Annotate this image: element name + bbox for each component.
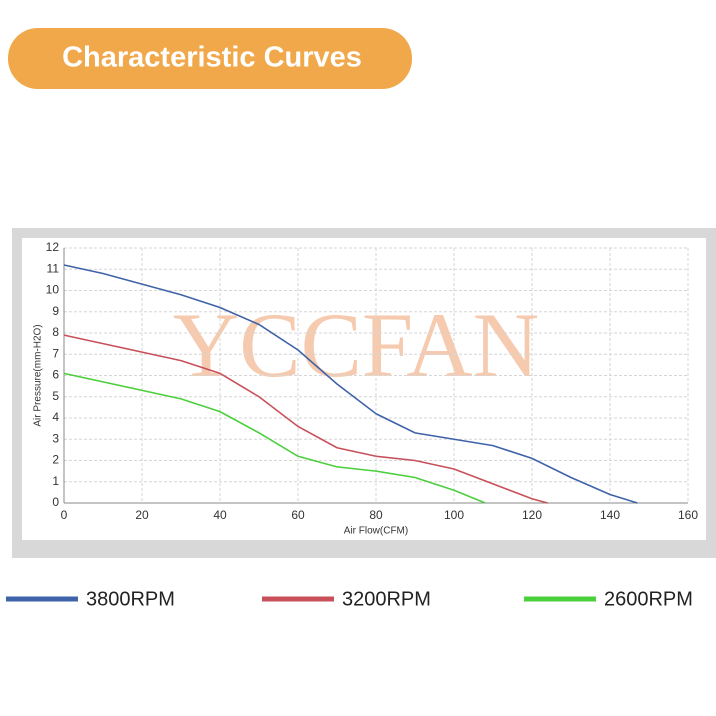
y-tick-label: 1 [52,474,59,488]
y-tick-label: 11 [47,261,60,275]
x-axis-label: Air Flow(CFM) [344,526,408,537]
y-axis-label: Air Pressure(mm-H2O) [33,324,44,426]
y-tick-label: 0 [52,495,59,509]
x-tick-label: 40 [213,508,227,522]
chart-title: Characteristic Curves [62,42,362,74]
y-tick-label: 3 [52,431,59,445]
y-tick-label: 10 [46,283,60,297]
x-tick-label: 100 [444,508,464,522]
x-tick-label: 20 [135,508,149,522]
series-line [63,264,638,504]
watermark: YCCFAN [173,294,539,396]
y-tick-label: 9 [52,304,59,318]
x-tick-label: 0 [61,508,68,522]
x-tick-label: 120 [522,508,542,522]
series-line [63,334,548,504]
x-tick-label: 160 [678,508,698,522]
y-tick-label: 7 [52,346,59,360]
y-tick-label: 8 [52,325,59,339]
series-line [63,372,486,504]
legend-label: 3800RPM [86,588,175,610]
title-pill [8,28,412,89]
legend-label: 2600RPM [604,588,693,610]
y-tick-label: 4 [52,410,59,424]
y-tick-label: 6 [52,368,59,382]
legend-label: 3200RPM [342,588,431,610]
x-tick-label: 60 [291,508,305,522]
y-tick-label: 12 [46,240,60,254]
y-tick-label: 2 [52,453,59,467]
x-tick-label: 80 [369,508,383,522]
x-tick-label: 140 [600,508,620,522]
y-tick-label: 5 [52,389,59,403]
